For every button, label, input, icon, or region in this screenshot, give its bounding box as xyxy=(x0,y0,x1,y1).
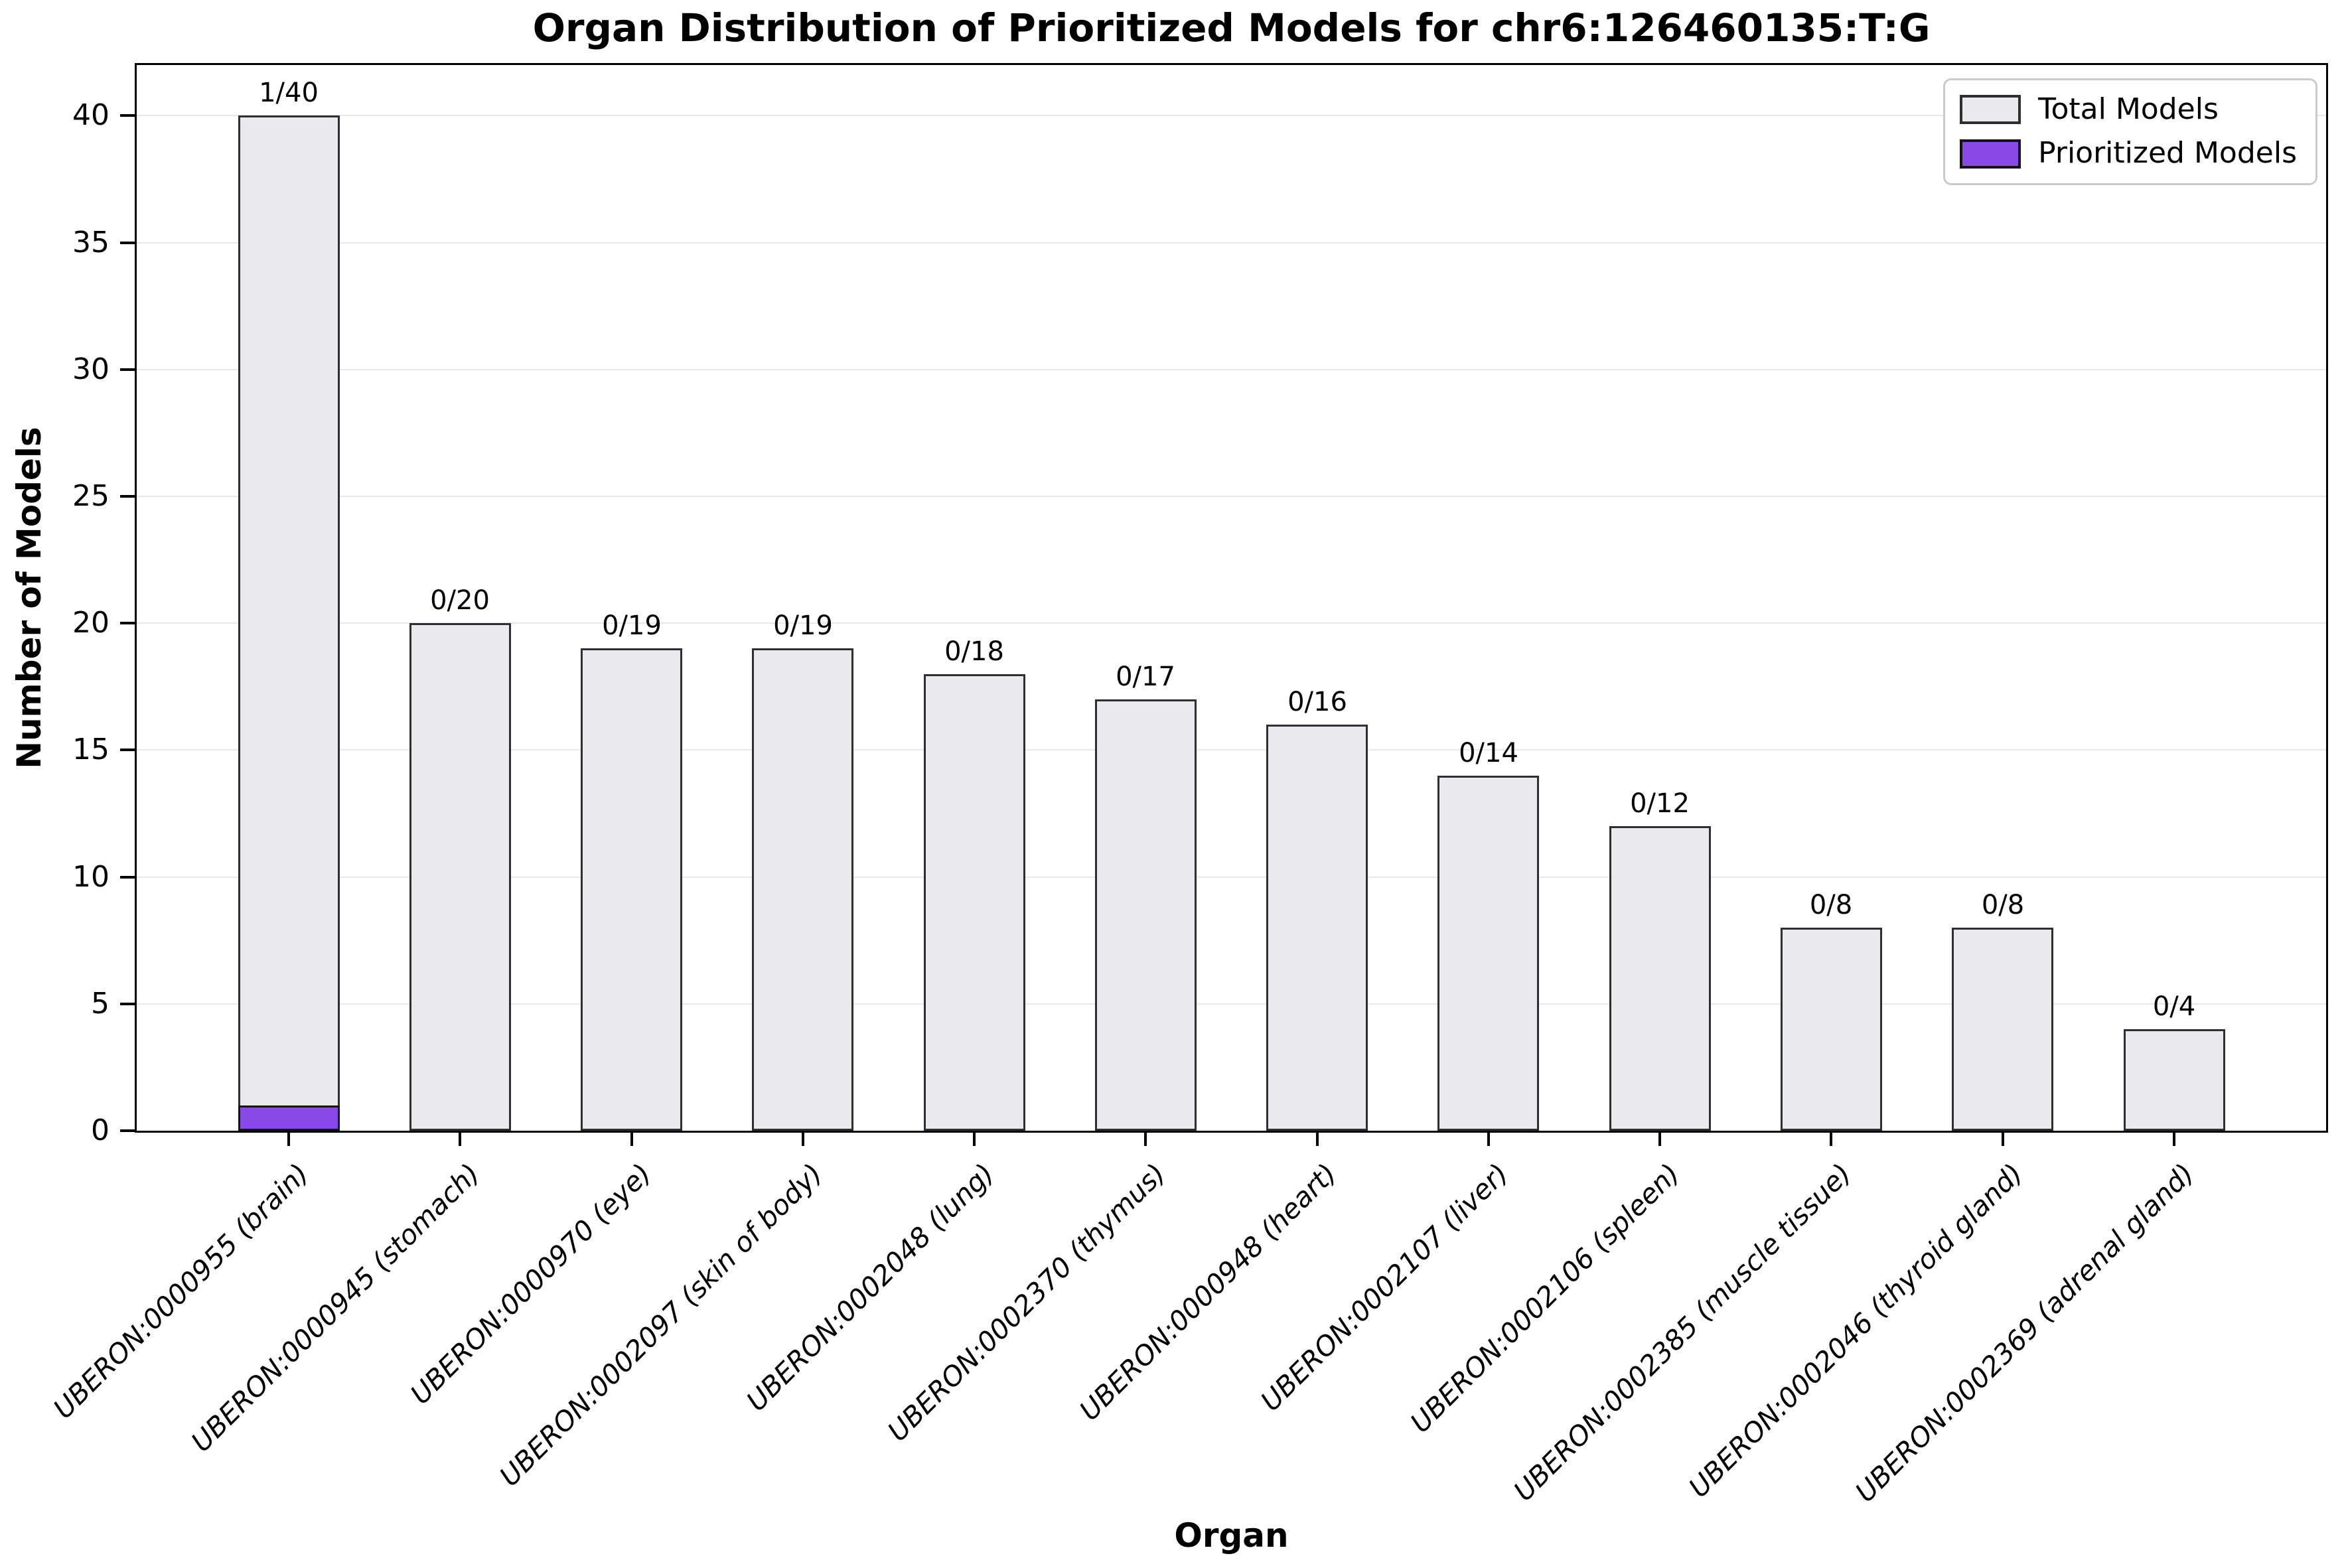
bar-total-11 xyxy=(2124,1029,2225,1131)
x-axis-label: Organ xyxy=(1174,1516,1289,1555)
gridline-y-35 xyxy=(137,242,2326,244)
x-tick-mark-5 xyxy=(1144,1133,1147,1146)
y-tick-label-10: 10 xyxy=(72,860,110,894)
gridline-y-15 xyxy=(137,749,2326,751)
plot-area: 1/40 0/20 0/19 0/19 0/18 0/17 0/16 0/14 0/12 0/8 0… xyxy=(135,63,2328,1133)
bar-annotation-10: 0/8 xyxy=(1981,890,2025,920)
bar-annotation-9: 0/8 xyxy=(1809,890,1853,920)
gridline-y-20 xyxy=(137,622,2326,624)
legend-entry-prioritized: Prioritized Models xyxy=(1960,137,2297,169)
bar-prioritized-0 xyxy=(238,1105,340,1131)
bar-total-10 xyxy=(1952,928,2053,1131)
x-tick-mark-3 xyxy=(802,1133,804,1146)
bar-total-0 xyxy=(238,115,340,1131)
x-tick-label-10: UBERON:0002046 (thyroid gland) xyxy=(1682,1157,2029,1504)
legend-swatch-total-models xyxy=(1960,95,2021,125)
bar-total-4 xyxy=(924,674,1025,1131)
bar-annotation-4: 0/18 xyxy=(944,636,1004,667)
bar-annotation-3: 0/19 xyxy=(773,610,833,641)
x-tick-label-3: UBERON:0002097 (skin of body) xyxy=(493,1157,829,1493)
bar-total-3 xyxy=(752,648,853,1131)
x-tick-mark-4 xyxy=(973,1133,976,1146)
x-tick-label-9: UBERON:0002385 (muscle tissue) xyxy=(1507,1157,1858,1508)
x-tick-mark-0 xyxy=(287,1133,290,1146)
y-tick-label-20: 20 xyxy=(72,606,110,640)
chart-title: Organ Distribution of Prioritized Models… xyxy=(532,5,1931,50)
x-tick-mark-6 xyxy=(1316,1133,1319,1146)
y-tick-label-25: 25 xyxy=(72,479,110,513)
bar-annotation-7: 0/14 xyxy=(1459,738,1518,768)
y-tick-mark-10 xyxy=(120,876,135,879)
bar-annotation-1: 0/20 xyxy=(430,585,490,616)
y-tick-label-40: 40 xyxy=(72,98,110,132)
bar-total-8 xyxy=(1609,826,1711,1131)
bar-annotation-5: 0/17 xyxy=(1116,662,1175,692)
x-tick-mark-2 xyxy=(630,1133,633,1146)
y-tick-label-0: 0 xyxy=(91,1113,110,1147)
bar-annotation-11: 0/4 xyxy=(2152,991,2196,1022)
bar-annotation-2: 0/19 xyxy=(602,610,662,641)
gridline-y-40 xyxy=(137,115,2326,117)
x-tick-label-1: UBERON:0000945 (stomach) xyxy=(185,1157,486,1459)
legend: Total Models Prioritized Models xyxy=(1943,78,2317,185)
bar-total-9 xyxy=(1781,928,1882,1131)
gridline-y-25 xyxy=(137,496,2326,498)
bar-annotation-6: 0/16 xyxy=(1287,687,1347,717)
legend-label-prioritized-models: Prioritized Models xyxy=(2038,136,2297,171)
y-tick-mark-20 xyxy=(120,622,135,624)
x-tick-mark-10 xyxy=(2002,1133,2004,1146)
bar-total-1 xyxy=(409,623,511,1131)
y-tick-label-30: 30 xyxy=(72,352,110,386)
gridline-y-5 xyxy=(137,1003,2326,1005)
x-tick-mark-11 xyxy=(2173,1133,2175,1146)
bar-annotation-8: 0/12 xyxy=(1630,788,1690,819)
y-tick-mark-40 xyxy=(120,114,135,117)
y-tick-mark-30 xyxy=(120,368,135,371)
x-tick-mark-9 xyxy=(1830,1133,1832,1146)
y-tick-mark-25 xyxy=(120,495,135,498)
gridline-y-30 xyxy=(137,368,2326,370)
bar-total-5 xyxy=(1095,699,1197,1131)
bar-annotation-0: 1/40 xyxy=(259,78,319,108)
bar-total-2 xyxy=(581,648,682,1131)
gridline-y-10 xyxy=(137,876,2326,878)
legend-swatch-prioritized-models xyxy=(1960,139,2021,169)
x-tick-mark-8 xyxy=(1658,1133,1661,1146)
y-tick-mark-5 xyxy=(120,1003,135,1005)
y-tick-label-15: 15 xyxy=(72,733,110,766)
bar-total-6 xyxy=(1266,725,1368,1131)
bar-total-7 xyxy=(1437,776,1539,1131)
y-axis-label: Number of Models xyxy=(10,427,48,769)
y-tick-label-35: 35 xyxy=(72,226,110,259)
x-tick-label-11: UBERON:0002369 (adrenal gland) xyxy=(1849,1157,2201,1509)
legend-label-total-models: Total Models xyxy=(2038,92,2219,126)
y-tick-mark-35 xyxy=(120,242,135,244)
x-tick-mark-1 xyxy=(459,1133,461,1146)
y-tick-mark-15 xyxy=(120,748,135,751)
x-tick-mark-7 xyxy=(1487,1133,1490,1146)
y-tick-mark-0 xyxy=(120,1129,135,1132)
x-tick-label-5: UBERON:0002370 (thymus) xyxy=(881,1157,1172,1448)
y-tick-label-5: 5 xyxy=(91,987,110,1021)
legend-entry-total: Total Models xyxy=(1960,92,2297,126)
